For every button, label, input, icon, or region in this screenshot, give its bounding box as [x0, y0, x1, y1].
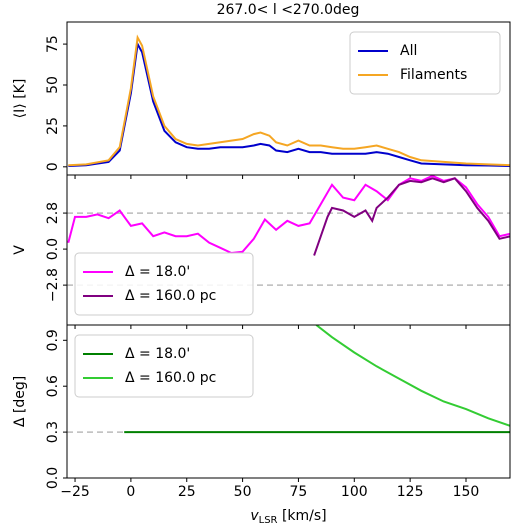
legend-box [74, 334, 254, 398]
series-line [315, 325, 510, 427]
y-tick-label: 2.8 [45, 202, 61, 224]
y-axis-label: V [12, 245, 28, 255]
x-tick-label: 75 [290, 484, 308, 500]
x-axis-label-part: v [250, 508, 259, 524]
y-axis-label: Δ [deg] [12, 376, 28, 427]
y-tick-label: 75 [45, 35, 61, 53]
y-tick-label: −2.8 [45, 268, 61, 302]
y-tick-label: 0.0 [45, 238, 61, 260]
y-tick-label: 0.6 [45, 375, 61, 397]
x-tick-label: 125 [397, 484, 424, 500]
x-tick-label: −25 [60, 484, 90, 500]
x-tick-label: 25 [178, 484, 196, 500]
series-line [68, 34, 510, 167]
legend-label: Δ = 18.0' [125, 346, 190, 362]
legend-label: Δ = 160.0 pc [125, 370, 216, 386]
legend-box [74, 252, 254, 316]
plot-frame [66, 324, 511, 479]
y-tick-label: 0.9 [45, 329, 61, 351]
chart-title: 267.0< l <270.0deg [217, 2, 360, 18]
series-line [68, 40, 510, 167]
x-tick-label: 50 [234, 484, 252, 500]
y-tick-label: 0.0 [45, 467, 61, 489]
y-tick-label: 0.3 [45, 421, 61, 443]
x-tick-label: 100 [341, 484, 368, 500]
y-axis-label: ⟨I⟩ [K] [12, 79, 28, 119]
y-tick-label: 25 [45, 117, 61, 135]
x-axis-label-part: [km/s] [278, 508, 327, 524]
x-axis-label: vLSR [km/s] [250, 508, 326, 526]
legend-box [349, 31, 501, 95]
x-tick-label: 0 [126, 484, 135, 500]
x-tick-label: 150 [453, 484, 480, 500]
y-tick-label: 0 [45, 162, 61, 171]
legend-label: All [400, 43, 417, 59]
y-tick-label: 50 [45, 76, 61, 94]
series-line [313, 177, 510, 256]
legend-label: Δ = 18.0' [125, 264, 190, 280]
legend-label: Δ = 160.0 pc [125, 288, 216, 304]
x-axis-label-part: LSR [259, 515, 278, 526]
legend-label: Filaments [400, 67, 467, 83]
series-line [67, 175, 510, 255]
